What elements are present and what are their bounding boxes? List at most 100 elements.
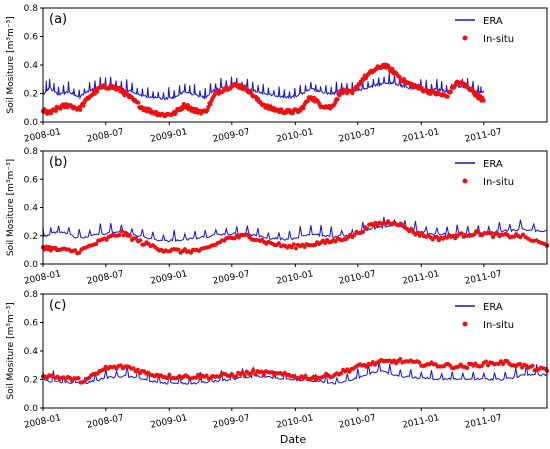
insitu-point	[335, 97, 340, 102]
insitu-point	[167, 372, 172, 377]
x-tick-label: 2010-07	[338, 269, 377, 287]
insitu-point	[293, 246, 298, 251]
insitu-point	[276, 241, 281, 246]
insitu-point	[289, 245, 294, 250]
x-tick-label: 2009-01	[149, 127, 188, 145]
y-tick-label: 0.4	[24, 204, 39, 214]
insitu-point	[259, 369, 264, 374]
insitu-point	[483, 359, 489, 364]
insitu-point	[198, 376, 203, 381]
x-tick-label: 2008-01	[23, 269, 62, 287]
insitu-point	[249, 371, 254, 376]
insitu-point	[242, 373, 247, 378]
insitu-point	[291, 242, 296, 247]
insitu-point	[518, 235, 523, 240]
insitu-point	[472, 232, 477, 237]
x-tick-label: 2009-07	[212, 413, 251, 431]
insitu-point	[136, 100, 141, 105]
insitu-point	[419, 230, 424, 236]
y-tick-label: 0.8	[24, 147, 39, 157]
insitu-point	[104, 237, 109, 242]
insitu-point	[415, 230, 420, 235]
panel-c: 0.0 0.2 0.4 0.6 0.8 2008-01 2008-07 2009-01 2009…	[6, 290, 550, 431]
insitu-point	[196, 372, 201, 378]
insitu-point	[135, 367, 140, 372]
y-tick-label: 0.0	[24, 404, 39, 414]
x-tick-label: 2010-01	[275, 127, 314, 145]
insitu-point	[501, 361, 506, 367]
insitu-point	[117, 232, 122, 238]
insitu-point	[301, 106, 306, 111]
x-axis-label: Date	[280, 433, 307, 446]
x-tick-label: 2011-01	[401, 269, 440, 287]
insitu-point	[398, 357, 403, 362]
y-tick-label: 0.2	[24, 232, 38, 242]
insitu-point	[127, 233, 132, 238]
insitu-point	[323, 240, 328, 245]
insitu-point	[459, 231, 464, 236]
insitu-point	[333, 239, 338, 244]
insitu-point	[490, 234, 496, 240]
insitu-point	[360, 230, 365, 235]
panel-a: 0.0 0.2 0.4 0.6 0.8 2008-01 2008-07 2009-01 2009…	[6, 4, 548, 145]
insitu-point	[78, 107, 83, 112]
legend: ERA In-situ	[455, 159, 514, 188]
insitu-point	[488, 231, 493, 236]
insitu-point	[434, 234, 439, 239]
insitu-point	[206, 105, 211, 110]
insitu-point	[417, 360, 422, 365]
x-tick-label: 2011-01	[401, 413, 440, 431]
insitu-point	[479, 363, 484, 369]
insitu-point	[134, 236, 139, 241]
insitu-point	[261, 373, 266, 378]
legend-label: ERA	[483, 16, 503, 27]
insitu-point	[359, 80, 364, 85]
insitu-point	[251, 368, 256, 373]
x-tick-label: 2009-01	[149, 269, 188, 287]
insitu-point	[77, 250, 82, 255]
insitu-point	[119, 229, 124, 234]
plot-frame	[42, 7, 548, 123]
insitu-point	[138, 238, 143, 243]
insitu-point	[474, 90, 479, 95]
insitu-point	[176, 247, 181, 252]
panel-label: (a)	[49, 12, 67, 27]
y-axis-label: Soil Mositure [m³m⁻³]	[6, 16, 16, 113]
y-tick-label: 0.8	[24, 290, 39, 300]
x-tick-label: 2010-07	[338, 413, 377, 431]
y-tick-label: 0.4	[24, 61, 39, 71]
legend-label: In-situ	[483, 177, 514, 188]
insitu-point	[243, 84, 248, 89]
insitu-point	[204, 373, 209, 378]
y-tick-label: 0.6	[24, 175, 39, 185]
series-line-era	[42, 216, 548, 243]
insitu-point	[270, 370, 275, 375]
y-tick-label: 0.4	[24, 347, 39, 357]
insitu-point	[240, 370, 245, 375]
insitu-point	[208, 102, 213, 107]
insitu-point	[402, 77, 407, 82]
y-tick-label: 0.0	[24, 118, 39, 128]
y-tick-label: 0.2	[24, 90, 38, 100]
insitu-point	[364, 226, 370, 231]
insitu-point	[521, 232, 526, 237]
plot-frame	[42, 293, 548, 409]
x-tick-label: 2010-07	[338, 127, 377, 145]
insitu-point	[464, 365, 470, 371]
insitu-point	[76, 376, 81, 381]
x-tick-label: 2008-07	[86, 269, 125, 287]
legend-label: In-situ	[483, 34, 514, 45]
legend-label: ERA	[483, 159, 503, 170]
x-tick-label: 2010-01	[275, 269, 314, 287]
legend: ERA In-situ	[455, 302, 514, 331]
legend-swatch-insitu	[462, 35, 468, 41]
legend-label: ERA	[483, 302, 503, 313]
insitu-point	[390, 66, 395, 71]
panel-label: (b)	[49, 155, 67, 170]
insitu-point	[234, 374, 239, 379]
insitu-point	[338, 371, 344, 376]
legend-label: In-situ	[483, 320, 514, 331]
panel-label: (c)	[49, 298, 66, 313]
panel-b: 0.0 0.2 0.4 0.6 0.8 2008-01 2008-07 2009-01 2009…	[6, 147, 550, 287]
